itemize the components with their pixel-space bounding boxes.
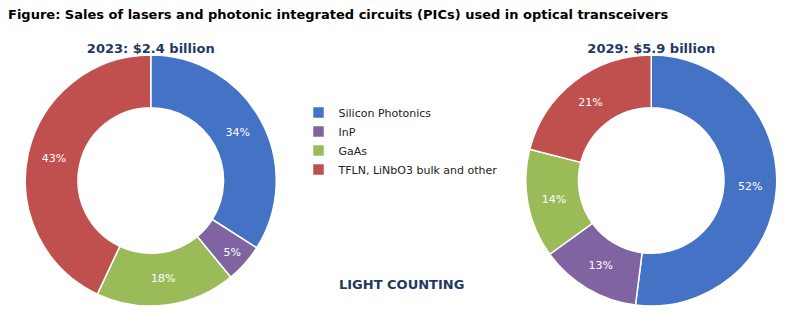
svg-text:5%: 5% (223, 246, 240, 259)
svg-text:Silicon Photonics: Silicon Photonics (339, 107, 432, 120)
svg-text:2023: $2.4 billion: 2023: $2.4 billion (87, 41, 215, 56)
svg-text:34%: 34% (225, 126, 249, 139)
svg-text:13%: 13% (589, 259, 613, 272)
svg-text:43%: 43% (42, 152, 66, 165)
svg-text:2029: $5.9 billion: 2029: $5.9 billion (587, 41, 715, 56)
svg-text:TFLN, LiNbO3 bulk and other: TFLN, LiNbO3 bulk and other (338, 164, 498, 177)
svg-text:14%: 14% (542, 193, 566, 206)
svg-text:52%: 52% (738, 180, 762, 193)
svg-text:GaAs: GaAs (339, 145, 368, 158)
svg-text:18%: 18% (151, 272, 175, 285)
svg-text:Figure: Sales of lasers and ph: Figure: Sales of lasers and photonic int… (8, 7, 668, 22)
svg-text:LIGHT COUNTING: LIGHT COUNTING (339, 277, 464, 292)
svg-text:21%: 21% (578, 96, 602, 109)
svg-text:InP: InP (339, 126, 356, 139)
